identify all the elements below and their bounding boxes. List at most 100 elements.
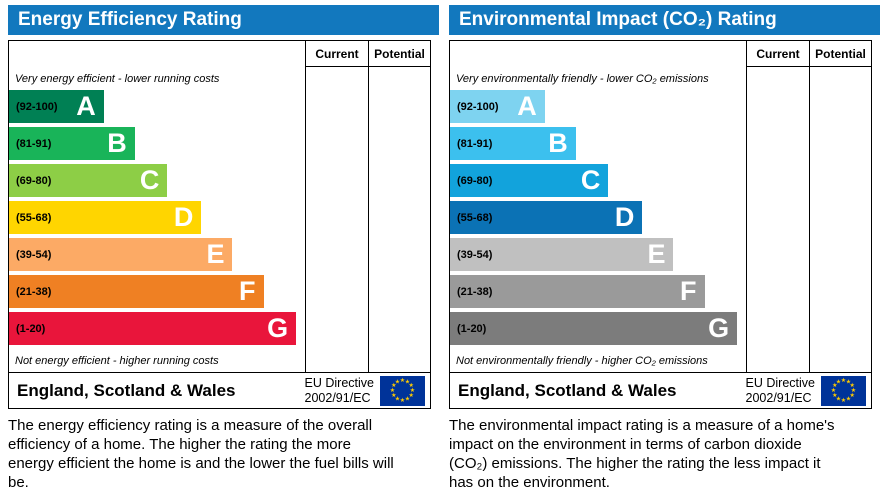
- energy-chart-box: Current Potential Very energy efficient …: [8, 40, 431, 373]
- svg-text:★: ★: [831, 387, 836, 394]
- svg-text:★: ★: [832, 392, 837, 399]
- columns-header: Current Potential: [450, 41, 871, 67]
- band-range-label: (69-80): [16, 174, 52, 187]
- svg-text:★: ★: [400, 397, 405, 404]
- potential-column-header: Potential: [809, 41, 871, 67]
- columns-spacer: [9, 41, 305, 67]
- band-range-label: (1-20): [16, 322, 46, 335]
- svg-text:★: ★: [408, 382, 413, 389]
- bands-area: Very environmentally friendly - lower CO…: [450, 67, 746, 372]
- band-letter: G: [267, 313, 289, 343]
- svg-text:★: ★: [405, 378, 410, 385]
- panel-title: Environmental Impact (CO₂) Rating: [459, 9, 777, 30]
- band-letter: D: [614, 202, 635, 232]
- current-column-header: Current: [305, 41, 368, 67]
- environmental-caption: The environmental impact rating is a mea…: [449, 417, 835, 491]
- potential-value-column: [368, 67, 430, 372]
- energy-caption: The energy efficiency rating is a measur…: [8, 417, 394, 491]
- band-letter: D: [173, 202, 194, 232]
- svg-text:★: ★: [390, 387, 395, 394]
- columns-spacer: [450, 41, 746, 67]
- energy-efficiency-panel: Energy Efficiency Rating Current Potenti…: [8, 5, 439, 493]
- rating-band-g: (1-20) G: [450, 312, 738, 345]
- svg-text:★: ★: [400, 377, 405, 384]
- top-note: Very environmentally friendly - lower CO…: [456, 73, 709, 85]
- svg-text:★: ★: [846, 395, 851, 402]
- band-letter: C: [139, 165, 160, 195]
- panel-title: Energy Efficiency Rating: [18, 9, 242, 30]
- eu-directive-label: EU Directive 2002/91/EC: [304, 376, 374, 405]
- environmental-title-bar: Environmental Impact (CO₂) Rating: [449, 5, 880, 35]
- environmental-chart-box: Current Potential Very environmentally f…: [449, 40, 872, 373]
- chart-body: Very environmentally friendly - lower CO…: [450, 67, 871, 372]
- rating-band-c: (69-80) C: [9, 164, 168, 197]
- rating-band-d: (55-68) D: [450, 201, 643, 234]
- band-letter: F: [239, 276, 256, 306]
- band-range-label: (39-54): [16, 248, 52, 261]
- environmental-impact-panel: Environmental Impact (CO₂) Rating Curren…: [449, 5, 880, 493]
- bottom-note: Not environmentally friendly - higher CO…: [456, 355, 708, 367]
- svg-text:★: ★: [836, 378, 841, 385]
- svg-text:★: ★: [851, 387, 856, 394]
- band-range-label: (92-100): [16, 100, 58, 113]
- rating-band-a: (92-100) A: [9, 90, 104, 123]
- band-letter: E: [647, 239, 666, 269]
- band-letter: A: [517, 91, 537, 121]
- svg-text:★: ★: [849, 392, 854, 399]
- columns-header: Current Potential: [9, 41, 430, 67]
- band-range-label: (1-20): [457, 322, 487, 335]
- svg-text:★: ★: [395, 395, 400, 402]
- region-label: England, Scotland & Wales: [458, 380, 677, 400]
- rating-band-f: (21-38) F: [450, 275, 705, 308]
- rating-band-f: (21-38) F: [9, 275, 264, 308]
- rating-band-b: (81-91) B: [450, 127, 576, 160]
- svg-text:★: ★: [395, 378, 400, 385]
- bottom-note: Not energy efficient - higher running co…: [15, 355, 219, 367]
- chart-body: Very energy efficient - lower running co…: [9, 67, 430, 372]
- region-footer: England, Scotland & Wales EU Directive 2…: [8, 372, 431, 409]
- svg-text:★: ★: [832, 382, 837, 389]
- svg-text:★: ★: [836, 395, 841, 402]
- top-note: Very energy efficient - lower running co…: [15, 73, 220, 85]
- svg-text:★: ★: [849, 382, 854, 389]
- svg-text:★: ★: [841, 377, 846, 384]
- svg-text:★: ★: [408, 392, 413, 399]
- band-letter: C: [580, 165, 601, 195]
- band-letter: B: [107, 128, 127, 158]
- bands-area: Very energy efficient - lower running co…: [9, 67, 305, 372]
- band-range-label: (92-100): [457, 100, 499, 113]
- current-column-header: Current: [746, 41, 809, 67]
- rating-band-d: (55-68) D: [9, 201, 202, 234]
- potential-column-header: Potential: [368, 41, 430, 67]
- band-letter: G: [708, 313, 730, 343]
- band-range-label: (21-38): [16, 285, 52, 298]
- band-letter: F: [680, 276, 697, 306]
- svg-text:★: ★: [846, 378, 851, 385]
- rating-band-a: (92-100) A: [450, 90, 545, 123]
- eu-flag-icon: ★ ★★★★★★★★★★★: [380, 375, 425, 406]
- current-value-column: [305, 67, 368, 372]
- band-letter: A: [76, 91, 96, 121]
- rating-band-e: (39-54) E: [9, 238, 233, 271]
- band-range-label: (81-91): [457, 137, 493, 150]
- svg-text:★: ★: [410, 387, 415, 394]
- rating-band-c: (69-80) C: [450, 164, 609, 197]
- energy-title-bar: Energy Efficiency Rating: [8, 5, 439, 35]
- region-label: England, Scotland & Wales: [17, 380, 236, 400]
- svg-text:★: ★: [405, 395, 410, 402]
- band-range-label: (55-68): [457, 211, 493, 224]
- band-range-label: (55-68): [16, 211, 52, 224]
- svg-text:★: ★: [391, 382, 396, 389]
- band-range-label: (39-54): [457, 248, 493, 261]
- potential-value-column: [809, 67, 871, 372]
- band-range-label: (69-80): [457, 174, 493, 187]
- band-range-label: (21-38): [457, 285, 493, 298]
- band-letter: B: [548, 128, 568, 158]
- eu-directive-label: EU Directive 2002/91/EC: [745, 376, 815, 405]
- band-range-label: (81-91): [16, 137, 52, 150]
- region-footer: England, Scotland & Wales EU Directive 2…: [449, 372, 872, 409]
- rating-band-g: (1-20) G: [9, 312, 297, 345]
- svg-text:★: ★: [391, 392, 396, 399]
- svg-text:★: ★: [841, 397, 846, 404]
